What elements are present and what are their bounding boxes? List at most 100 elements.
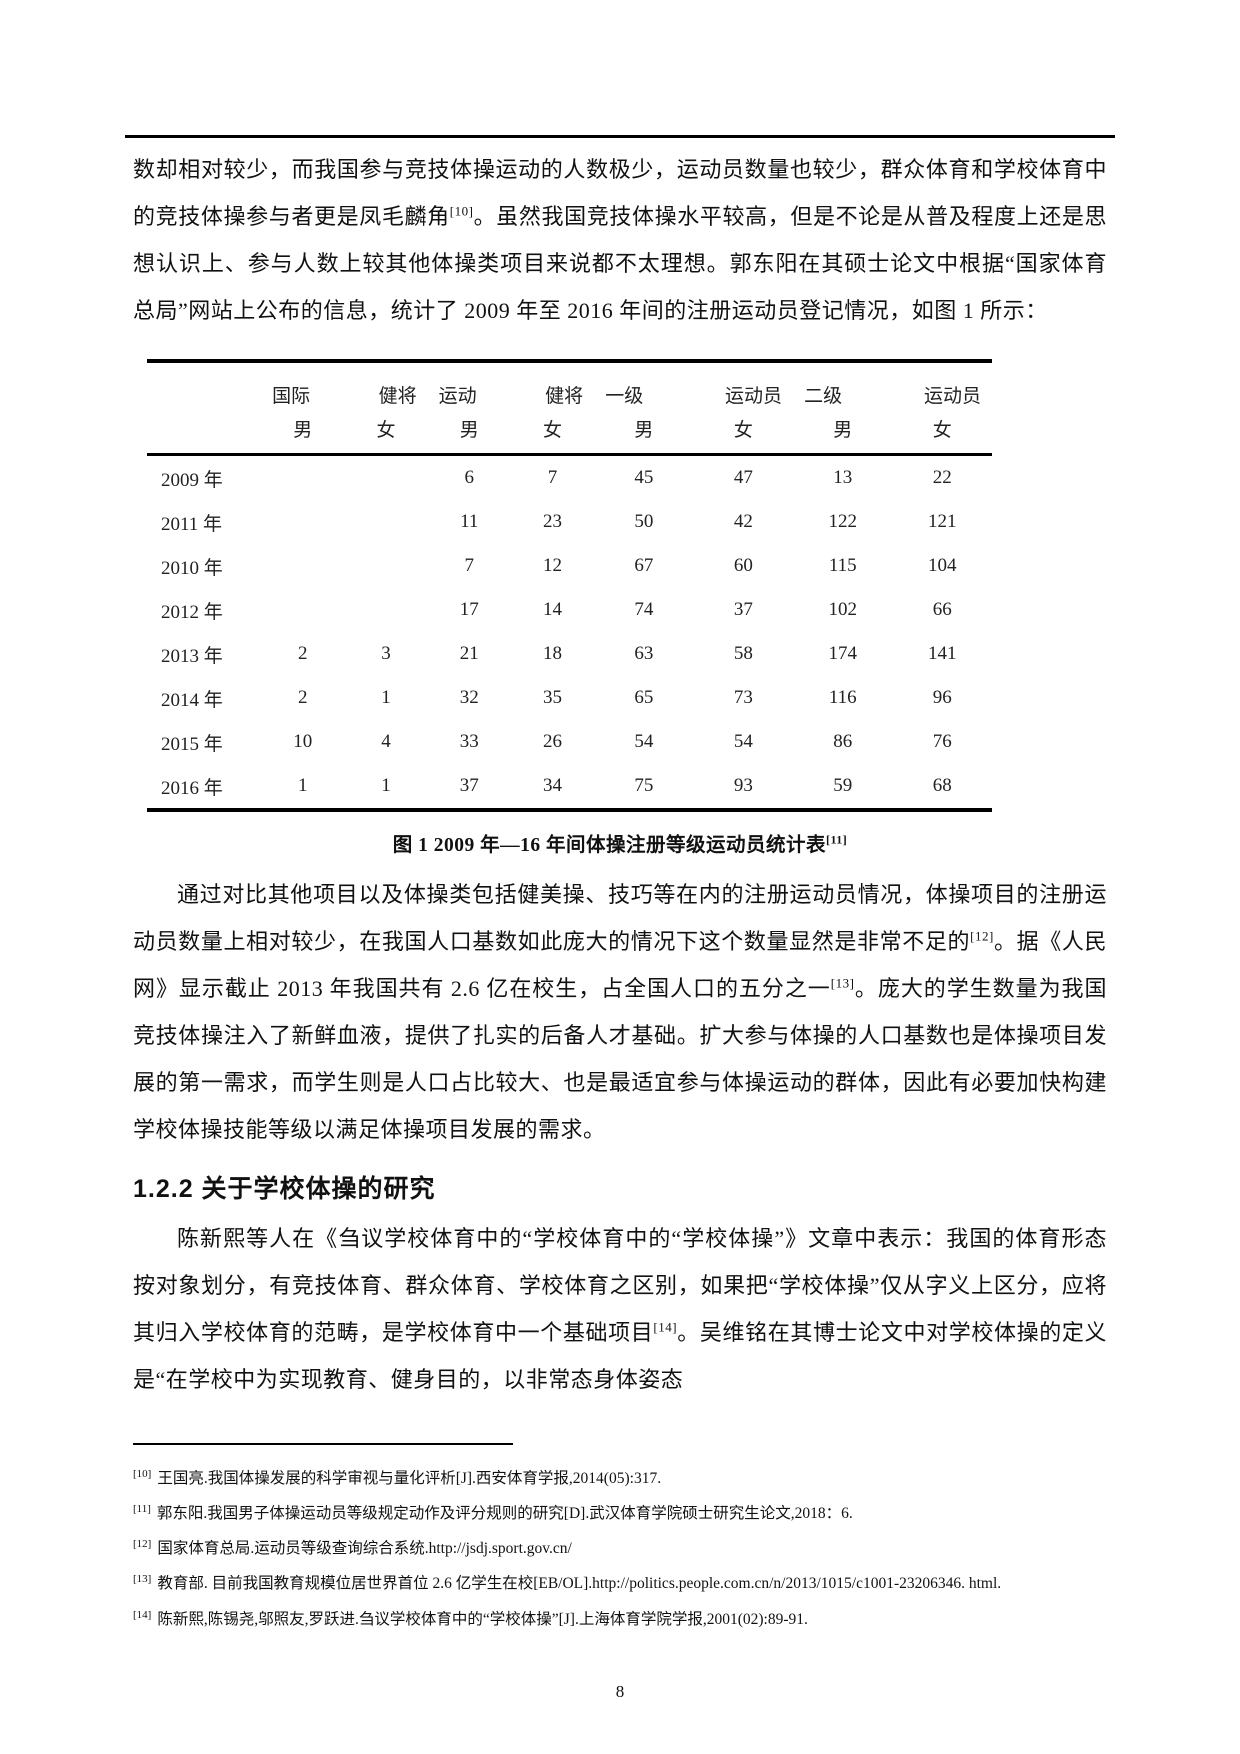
page-header-rule (125, 135, 1115, 138)
footnote-separator (133, 1443, 513, 1445)
value-cell: 10 (293, 731, 313, 752)
gender-header-cell: 女 (892, 410, 992, 456)
page-number: 8 (615, 1682, 625, 1701)
footnote-ref: [13] (830, 975, 855, 991)
value-cell: 22 (932, 467, 952, 488)
group-header-cell: 二级 运动员 (793, 361, 992, 410)
value-cell: 68 (932, 775, 952, 796)
value-cell: 37 (459, 775, 479, 796)
group-header-cell: 运动 健将 (428, 361, 595, 410)
group-header-label: 运动员 (923, 385, 981, 407)
paragraph-analysis: 通过对比其他项目以及体操类包括健美操、技巧等在内的注册运动员情况，体操项目的注册… (133, 882, 1107, 1142)
footnote: [12] 国家体育总局.运动员等级查询综合系统.http://jsdj.sport… (133, 1538, 572, 1558)
value-cell (261, 455, 344, 501)
value-cell: 73 (733, 687, 753, 708)
year-cell: 2016 年 (161, 777, 223, 799)
value-cell: 7 (464, 555, 475, 576)
group-header-cell: 国际 健将 (261, 361, 428, 410)
value-cell: 86 (833, 731, 853, 752)
value-cell: 102 (828, 599, 858, 620)
value-cell: 74 (634, 599, 654, 620)
section-heading-1-2-2: 1.2.2 关于学校体操的研究 (133, 1175, 436, 1203)
gender-header-cell: 男 (793, 410, 893, 456)
value-cell: 1 (381, 687, 391, 708)
value-cell (261, 588, 344, 632)
gender-header-cell: 男 (427, 410, 511, 456)
value-cell: 1 (297, 775, 308, 796)
value-cell (344, 588, 427, 632)
value-cell: 104 (928, 555, 957, 576)
value-cell: 26 (543, 731, 563, 752)
figure-caption: 图 1 2009 年—16 年间体操注册等级运动员统计表[11] (392, 832, 848, 857)
value-cell: 33 (459, 731, 479, 752)
value-cell (261, 544, 344, 588)
value-cell: 35 (543, 687, 563, 708)
table-row: 2015 年 10 4 33 26 54 54 86 76 (147, 720, 992, 764)
value-cell: 50 (634, 511, 654, 532)
footnote: [13] 教育部. 目前我国教育规模位居世界首位 2.6 亿学生在校[EB/OL]… (133, 1573, 1002, 1593)
value-cell: 63 (634, 643, 654, 664)
table-row: 2011 年 11 23 50 42 122 121 (147, 500, 992, 544)
value-cell: 13 (833, 467, 853, 488)
value-cell: 58 (733, 643, 753, 664)
value-cell: 2 (297, 687, 308, 708)
value-cell (261, 500, 344, 544)
gender-header-cell: 女 (344, 410, 428, 456)
value-cell: 2 (297, 643, 308, 664)
value-cell: 141 (928, 643, 957, 664)
footnote-ref: [12] (970, 928, 994, 944)
value-cell: 17 (459, 599, 479, 620)
year-cell: 2012 年 (161, 601, 223, 623)
year-cell: 2014 年 (161, 689, 223, 711)
value-cell: 59 (833, 775, 853, 796)
value-cell: 14 (543, 599, 563, 620)
footnote-marker: [10] (133, 1468, 152, 1480)
table-row: 2009 年 6 7 45 47 13 22 (147, 455, 992, 501)
paragraph-intro: 数却相对较少，而我国参与竞技体操运动的人数极少，运动员数量也较少，群众体育和学校… (133, 157, 1107, 323)
value-cell: 66 (932, 599, 952, 620)
value-cell: 45 (634, 467, 654, 488)
value-cell: 42 (733, 511, 753, 532)
value-cell: 122 (828, 511, 858, 532)
value-cell: 12 (543, 555, 563, 576)
group-header-label: 运动员 (725, 385, 783, 407)
table-group-header-row: 国际 健将 运动 健将 一级 运动员 二级 运动员 (147, 361, 992, 410)
footnote-list: [10] 王国亮.我国体操发展的科学审视与量化评析[J].西安体育学报,2014(… (133, 1459, 1107, 1635)
value-cell: 93 (733, 775, 753, 796)
value-cell (344, 455, 427, 501)
table-row: 2010 年 7 12 67 60 115 104 (147, 544, 992, 588)
value-cell: 75 (634, 775, 654, 796)
group-header-label: 一级 (605, 385, 644, 407)
value-cell: 1 (381, 775, 391, 796)
year-cell: 2011 年 (161, 513, 223, 535)
value-cell: 18 (543, 643, 563, 664)
footnote: [11] 郭东阳.我国男子体操运动员等级规定动作及评分规则的研究[D].武汉体育学… (133, 1503, 853, 1523)
footnote-ref: [14] (653, 1319, 678, 1335)
value-cell: 96 (932, 687, 952, 708)
paragraph-school-gymnastics: 陈新熙等人在《刍议学校体育中的“学校体育中的“学校体操”》文章中表示：我国的体育… (133, 1226, 1107, 1392)
group-header-label: 二级 (804, 385, 843, 407)
year-cell: 2009 年 (161, 469, 223, 491)
value-cell: 11 (460, 511, 479, 532)
value-cell: 47 (733, 467, 753, 488)
value-cell: 54 (733, 731, 753, 752)
value-cell: 4 (381, 731, 391, 752)
value-cell: 115 (828, 555, 857, 576)
value-cell (344, 544, 427, 588)
group-header-label: 健将 (378, 385, 417, 407)
table-subheader-row: 男女男女男女男女 (147, 410, 992, 456)
value-cell: 174 (828, 643, 858, 664)
footnote: [14] 陈新熙,陈锡尧,邬照友,罗跃进.刍议学校体育中的“学校体操”[J].上海… (133, 1608, 808, 1628)
footnote-marker: [12] (133, 1538, 152, 1551)
value-cell: 54 (634, 731, 654, 752)
page-content: 数却相对较少，而我国参与竞技体操运动的人数极少，运动员数量也较少，群众体育和学校… (133, 146, 1107, 1403)
footnote-marker: [11] (133, 1503, 151, 1516)
group-header-label: 运动 (438, 385, 477, 407)
value-cell: 65 (634, 687, 654, 708)
year-cell: 2013 年 (161, 645, 223, 667)
footnote-ref: [10] (449, 203, 474, 219)
value-cell: 23 (543, 511, 563, 532)
year-header-cell (147, 410, 262, 456)
table-header: 国际 健将 运动 健将 一级 运动员 二级 运动员 男女男女男女男女 (147, 361, 992, 456)
